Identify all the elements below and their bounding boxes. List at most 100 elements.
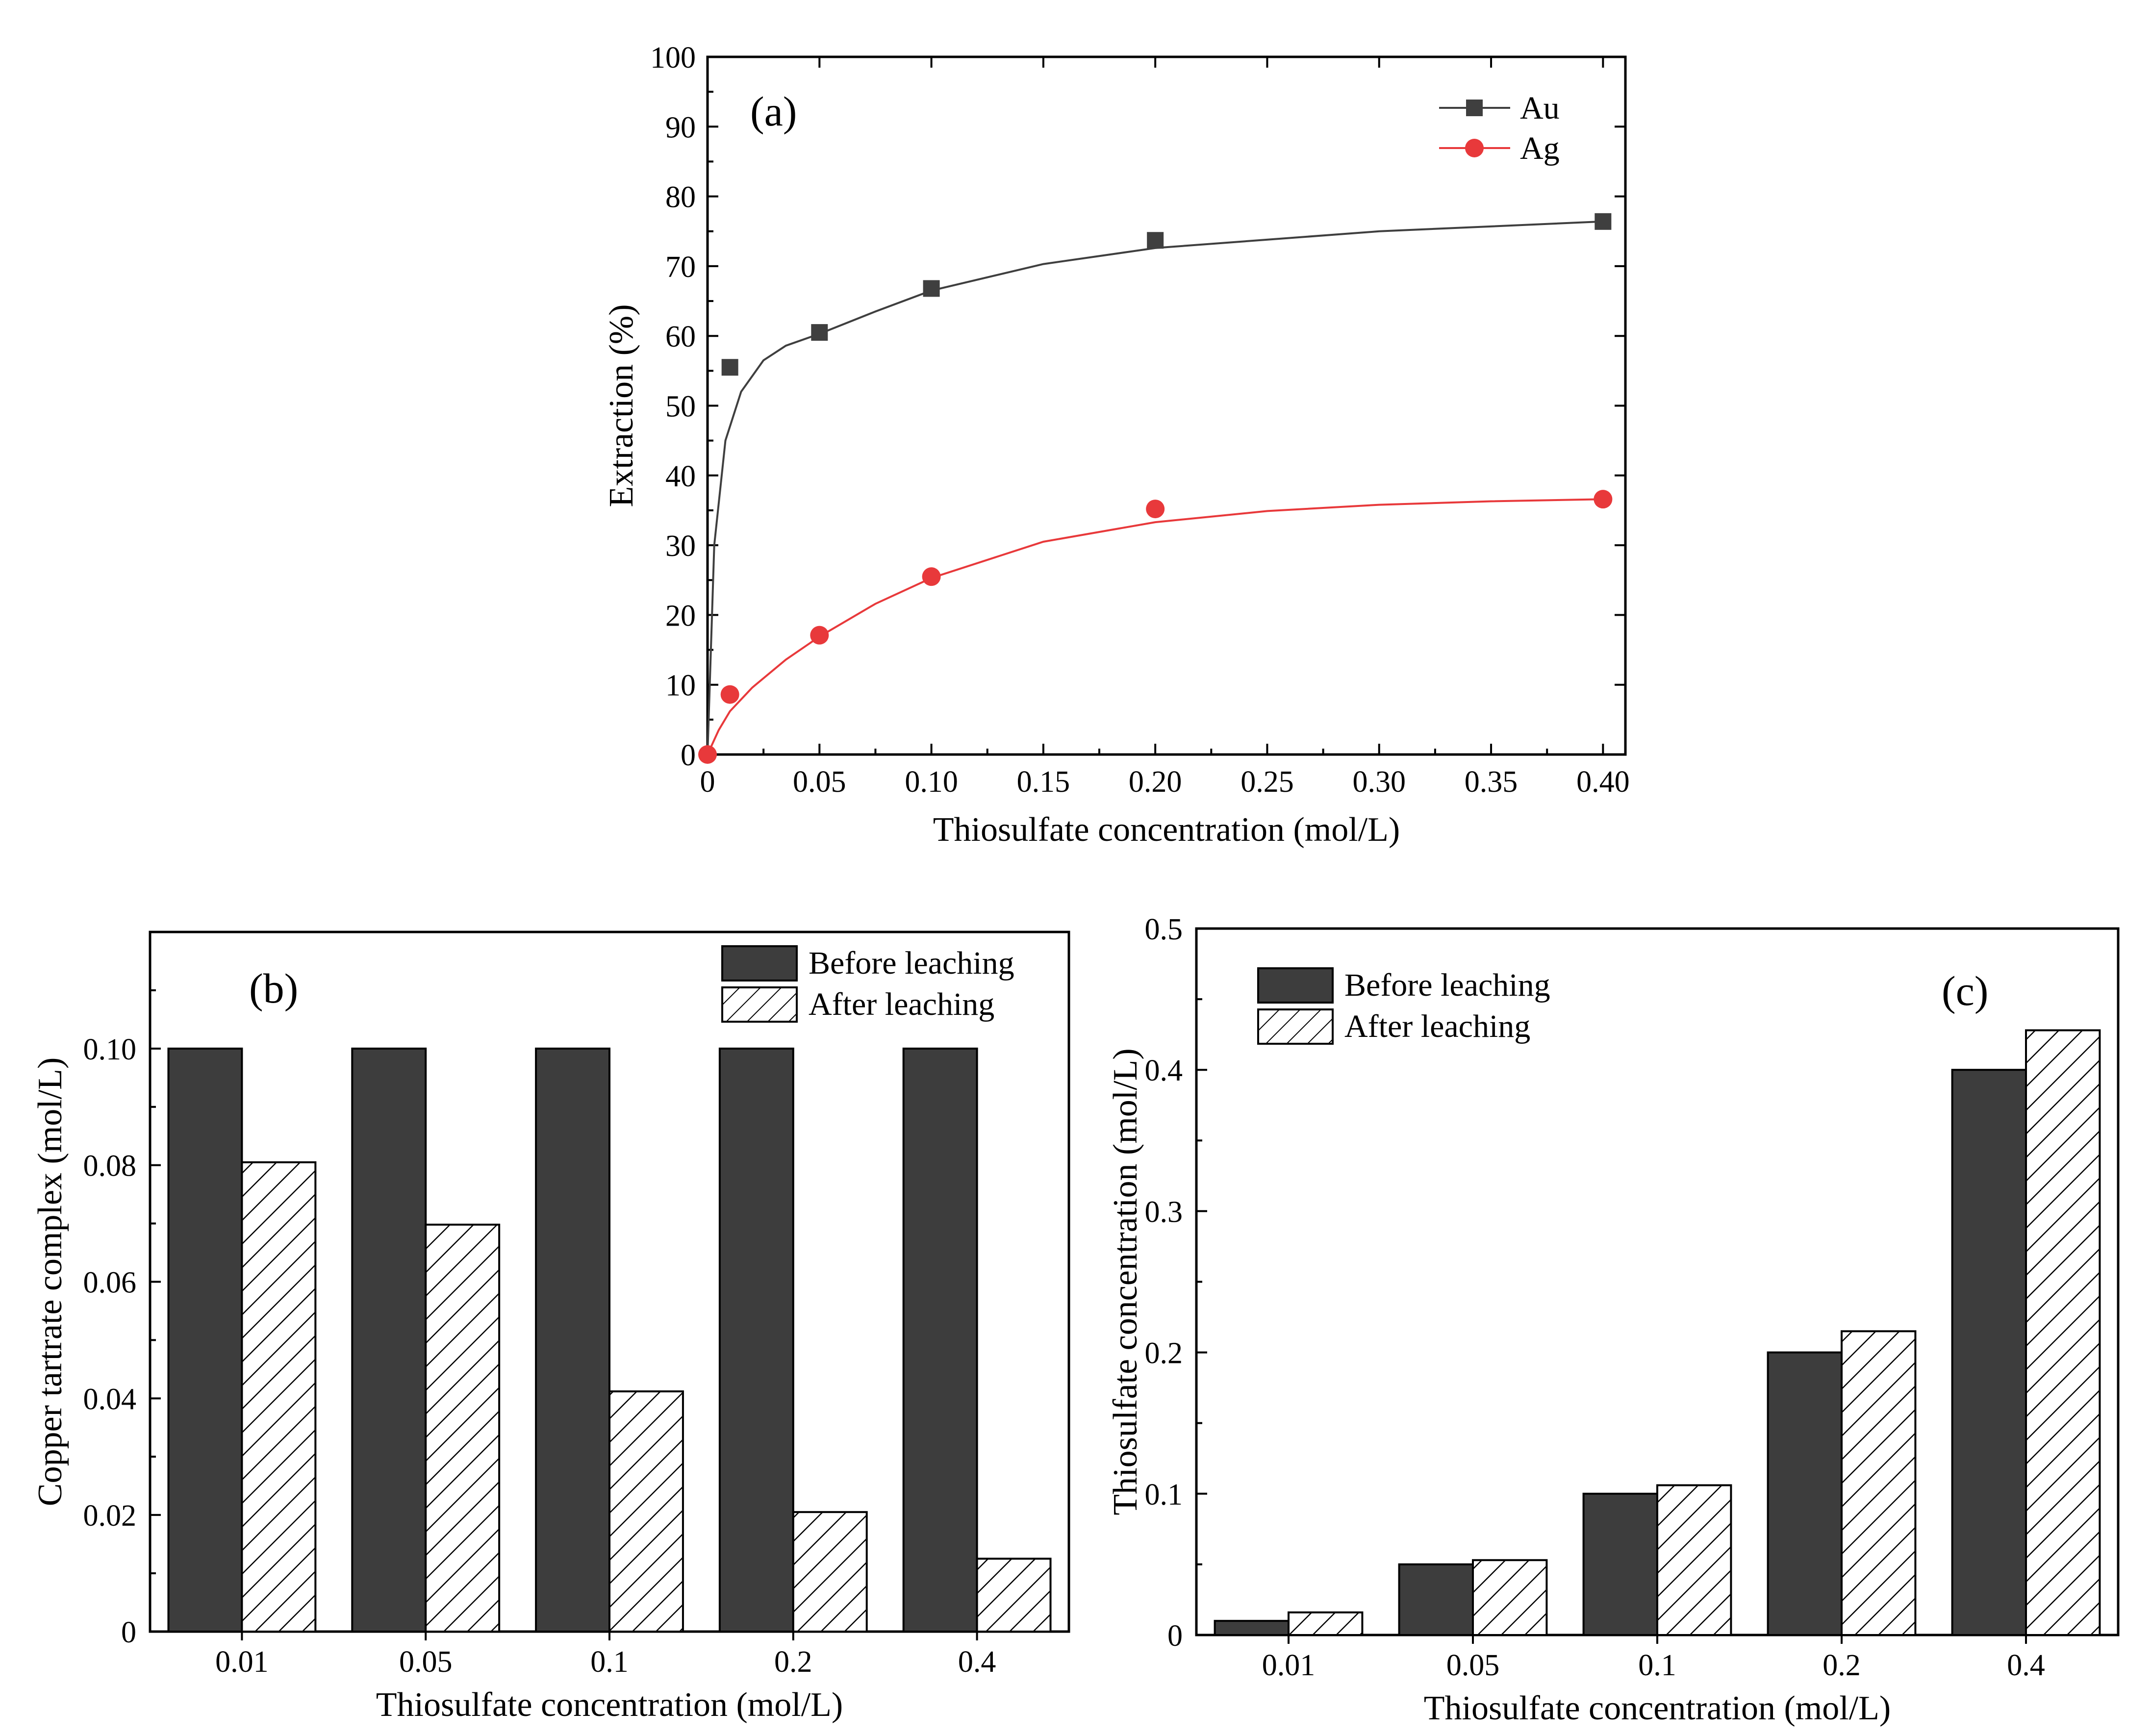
y-tick-label: 100 <box>650 41 696 75</box>
x-tick-label: 0.01 <box>1262 1649 1316 1682</box>
x-axis-title: Thiosulfate concentration (mol/L) <box>1424 1689 1891 1727</box>
legend-marker-au <box>1466 100 1483 116</box>
panel-b-chart: 0 0.02 0.04 0.06 0.08 0.10 0.01 0.05 0.1 0.2 0.4 Be… <box>31 931 1070 1724</box>
y-tick-label: 10 <box>665 669 696 703</box>
data-point-au <box>923 280 940 297</box>
y-tick-label: 0 <box>1167 1619 1183 1653</box>
x-tick-label: 0.05 <box>1446 1649 1500 1682</box>
x-tick-label: 0.05 <box>399 1645 453 1679</box>
bar-after-0.01 <box>241 1161 317 1633</box>
y-tick-label: 0.5 <box>1145 913 1183 946</box>
x-tick-label: 0.4 <box>2007 1649 2045 1682</box>
x-tick-label: 0.20 <box>1129 765 1182 799</box>
bar-before-0.01 <box>167 1047 243 1633</box>
y-tick-label: 60 <box>665 320 696 353</box>
y-tick-label: 20 <box>665 599 696 632</box>
x-axis-title: Thiosulfate concentration (mol/L) <box>376 1686 843 1724</box>
y-tick-label: 0 <box>121 1616 136 1649</box>
x-axis-title: Thiosulfate concentration (mol/L) <box>933 811 1400 849</box>
y-tick-label: 0.06 <box>83 1266 137 1300</box>
x-tick-label: 0.30 <box>1353 765 1406 799</box>
x-tick-label: 0.05 <box>793 765 846 799</box>
legend-label-after: After leaching <box>1344 1008 1530 1044</box>
y-tick-label: 30 <box>665 529 696 563</box>
bar-before-0.1 <box>1582 1492 1659 1636</box>
x-tick-label: 0.2 <box>1823 1649 1861 1682</box>
bar-after-0.1 <box>608 1390 684 1633</box>
data-point-au <box>811 324 828 341</box>
y-tick-label: 0.02 <box>83 1499 137 1533</box>
legend-swatch-after <box>1257 1008 1334 1045</box>
y-tick-label: 0.1 <box>1145 1478 1183 1511</box>
y-tick-label: 0.04 <box>83 1383 137 1416</box>
x-tick-label: 0.2 <box>774 1645 812 1679</box>
x-tick-label: 0.01 <box>215 1645 269 1679</box>
x-tick-label: 0.40 <box>1576 765 1630 799</box>
bar-after-0.1 <box>1656 1484 1732 1636</box>
bar-before-0.2 <box>1767 1351 1843 1636</box>
fit-line-au <box>707 220 1603 755</box>
legend-label-before: Before leaching <box>809 945 1014 981</box>
data-point-ag <box>810 626 829 645</box>
y-tick-label: 80 <box>665 181 696 214</box>
y-tick-label: 0.4 <box>1145 1054 1183 1087</box>
x-tick-label: 0.10 <box>905 765 958 799</box>
bar-before-0.4 <box>902 1047 978 1633</box>
y-tick-label: 40 <box>665 460 696 493</box>
plot-frame <box>706 55 1627 756</box>
x-tick-label: 0.1 <box>590 1645 629 1679</box>
data-point-ag <box>698 745 717 764</box>
legend-label-after: After leaching <box>809 986 994 1022</box>
data-point-au <box>1595 213 1612 230</box>
legend-label-before: Before leaching <box>1344 967 1550 1003</box>
x-tick-label: 0.35 <box>1465 765 1518 799</box>
bar-before-0.01 <box>1214 1620 1290 1636</box>
data-point-ag <box>1146 500 1165 519</box>
legend-swatch-after <box>721 986 798 1023</box>
bar-before-0.2 <box>718 1047 794 1633</box>
bar-before-0.1 <box>535 1047 610 1633</box>
x-tick-label: 0.15 <box>1017 765 1070 799</box>
y-axis-title: Extraction (%) <box>603 304 640 507</box>
legend-swatch-before <box>721 945 798 981</box>
y-axis-title: Copper tartrate complex (mol/L) <box>31 1057 69 1507</box>
bar-before-0.05 <box>1398 1563 1474 1636</box>
x-tick-label: 0 <box>700 765 715 799</box>
panel-label: (a) <box>750 88 797 135</box>
y-tick-label: 70 <box>665 251 696 284</box>
y-tick-label: 0.08 <box>83 1150 137 1183</box>
data-point-ag <box>922 567 941 586</box>
legend-marker-ag <box>1465 139 1484 157</box>
x-tick-label: 0.4 <box>958 1645 996 1679</box>
data-point-ag <box>720 685 739 704</box>
y-tick-label: 0 <box>681 739 696 772</box>
bar-after-0.4 <box>976 1558 1052 1633</box>
panel-a-chart: 0 0.05 0.10 0.15 0.20 0.25 0.30 0.35 0.40 0 10 20 30… <box>603 41 1630 849</box>
fit-line-ag <box>707 498 1603 755</box>
legend-label-au: Au <box>1520 90 1560 126</box>
legend-swatch-before <box>1257 967 1334 1004</box>
bar-before-0.4 <box>1951 1069 2027 1636</box>
y-axis-title: Thiosulfate concentration (mol/L) <box>1107 1048 1144 1515</box>
bar-after-0.05 <box>1472 1559 1548 1636</box>
bar-before-0.05 <box>351 1047 427 1633</box>
y-tick-label: 0.2 <box>1145 1337 1183 1370</box>
y-tick-label: 90 <box>665 111 696 144</box>
panel-c-chart: 0 0.1 0.2 0.3 0.4 0.5 0.01 0.05 0.1 0.2 0.4 Before … <box>1107 913 2120 1727</box>
y-tick-label: 0.3 <box>1145 1195 1183 1229</box>
bar-after-0.4 <box>2025 1029 2101 1636</box>
data-point-au <box>721 359 738 376</box>
bar-after-0.2 <box>792 1511 868 1633</box>
bar-after-0.05 <box>425 1223 501 1633</box>
y-tick-label: 50 <box>665 390 696 424</box>
y-tick-label: 0.10 <box>83 1033 137 1066</box>
panel-label: (c) <box>1942 967 1988 1014</box>
bar-after-0.2 <box>1841 1330 1917 1636</box>
bar-after-0.01 <box>1288 1611 1364 1636</box>
data-point-ag <box>1594 490 1613 509</box>
panel-label: (b) <box>249 965 298 1012</box>
legend-label-ag: Ag <box>1520 130 1560 166</box>
x-tick-label: 0.1 <box>1638 1649 1676 1682</box>
data-point-au <box>1147 232 1164 249</box>
